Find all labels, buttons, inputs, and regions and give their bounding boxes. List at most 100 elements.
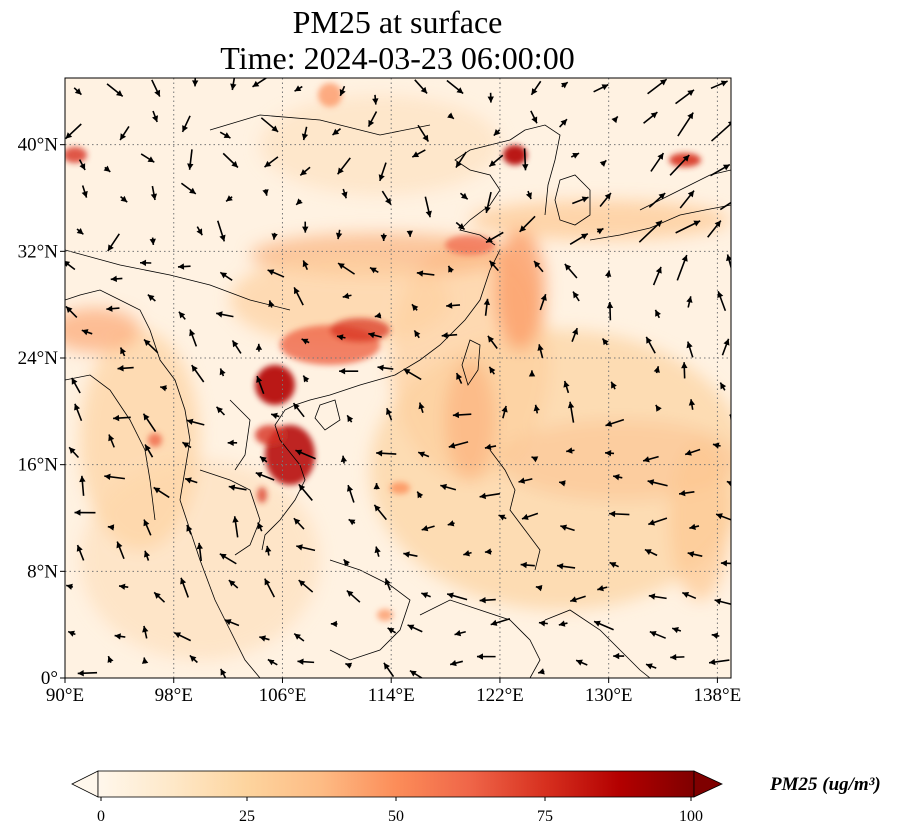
wind-arrow — [610, 381, 617, 390]
wind-arrow — [296, 544, 316, 552]
wind-arrow — [73, 87, 82, 96]
wind-arrow — [717, 290, 727, 312]
wind-arrow — [609, 561, 619, 568]
wind-arrow — [714, 598, 731, 605]
gridlines — [65, 78, 731, 678]
wind-arrow — [601, 337, 609, 346]
wind-arrow — [67, 630, 76, 637]
wind-arrow — [720, 560, 731, 567]
wind-arrow — [708, 658, 730, 666]
wind-arrow — [479, 596, 496, 604]
colorbar-body — [97, 770, 695, 798]
y-tick-label: 16°N — [18, 455, 59, 476]
wind-arrow — [454, 630, 466, 637]
y-tick-label: 24°N — [18, 348, 59, 369]
wind-arrow — [519, 215, 536, 233]
wind-arrow — [104, 473, 125, 480]
wind-arrow — [292, 402, 305, 418]
x-tick-label: 138°E — [694, 685, 742, 706]
wind-arrow — [493, 129, 501, 137]
wind-arrow — [648, 593, 667, 600]
wind-arrow — [216, 220, 226, 242]
wind-arrow — [569, 233, 589, 246]
wind-arrow — [678, 489, 695, 497]
wind-arrow — [654, 309, 661, 319]
x-tick-label: 122°E — [476, 685, 524, 706]
wind-arrow — [484, 548, 492, 555]
wind-arrow — [606, 301, 614, 321]
wind-arrow — [501, 405, 508, 419]
wind-arrow — [518, 477, 533, 484]
wind-arrow — [689, 523, 700, 530]
wind-arrow — [267, 269, 285, 278]
wind-arrow — [448, 441, 469, 449]
wind-arrow — [368, 332, 382, 339]
wind-arrow — [418, 402, 425, 413]
wind-arrow — [488, 154, 504, 168]
wind-arrow — [558, 480, 566, 487]
wind-arrow — [604, 270, 612, 278]
wind-arrow — [184, 477, 198, 484]
wind-arrow — [463, 550, 472, 557]
y-axis: 0° 8°N 16°N 24°N 32°N 40°N — [18, 135, 65, 689]
wind-arrow — [373, 504, 387, 521]
wind-arrow — [265, 545, 272, 556]
wind-arrow — [340, 455, 348, 464]
wind-arrow — [65, 305, 78, 318]
wind-arrow — [153, 486, 170, 499]
wind-arrow — [302, 375, 310, 383]
wind-arrow — [139, 259, 152, 267]
wind-arrow — [336, 157, 351, 175]
wind-arrow — [649, 630, 666, 639]
wind-arrow — [224, 619, 240, 627]
wind-arrow — [76, 228, 84, 235]
wind-arrow — [372, 94, 379, 105]
wind-arrow — [227, 439, 238, 447]
wind-arrow — [537, 344, 544, 359]
x-tick-label: 90°E — [46, 685, 84, 706]
wind-arrow — [528, 370, 536, 377]
wind-arrow — [150, 185, 158, 201]
map-frame — [64, 77, 732, 679]
wind-arrow — [452, 411, 472, 419]
wind-arrow — [270, 412, 280, 419]
wind-arrow — [521, 512, 539, 520]
wind-arrow — [103, 165, 111, 173]
wind-arrow — [645, 663, 657, 670]
wind-arrow — [533, 404, 540, 414]
wind-arrow — [638, 220, 663, 243]
wind-arrow — [222, 152, 239, 169]
wind-arrow — [107, 655, 114, 663]
wind-arrow — [346, 414, 354, 423]
wind-arrow — [556, 563, 576, 570]
wind-arrow — [219, 131, 231, 139]
wind-arrow — [252, 78, 268, 88]
wind-arrow — [446, 592, 468, 601]
wind-arrow — [298, 483, 313, 501]
colorbar-tick-label: 100 — [679, 808, 703, 825]
wind-arrow — [255, 471, 275, 481]
wind-arrow — [117, 365, 134, 372]
wind-arrow — [411, 149, 426, 158]
wind-arrow — [180, 577, 189, 598]
wind-arrow — [711, 632, 720, 639]
wind-arrow — [677, 112, 694, 137]
wind-arrow — [374, 312, 382, 319]
wind-arrow — [459, 192, 469, 200]
wind-arrow — [675, 89, 695, 105]
wind-arrow — [68, 446, 80, 459]
wind-arrow — [593, 620, 614, 631]
wind-arrow — [455, 372, 463, 384]
wind-arrow — [267, 658, 278, 666]
wind-arrow — [446, 302, 461, 309]
wind-arrow — [682, 591, 697, 600]
wind-arrow — [572, 291, 580, 302]
wind-arrow — [230, 78, 237, 91]
wind-arrow — [535, 584, 543, 592]
wind-arrow — [219, 668, 227, 678]
wind-arrow — [715, 513, 731, 521]
wind-arrow — [177, 263, 191, 270]
x-tick-label: 130°E — [585, 685, 633, 706]
wind-arrow — [74, 403, 83, 422]
wind-arrow — [191, 364, 205, 383]
